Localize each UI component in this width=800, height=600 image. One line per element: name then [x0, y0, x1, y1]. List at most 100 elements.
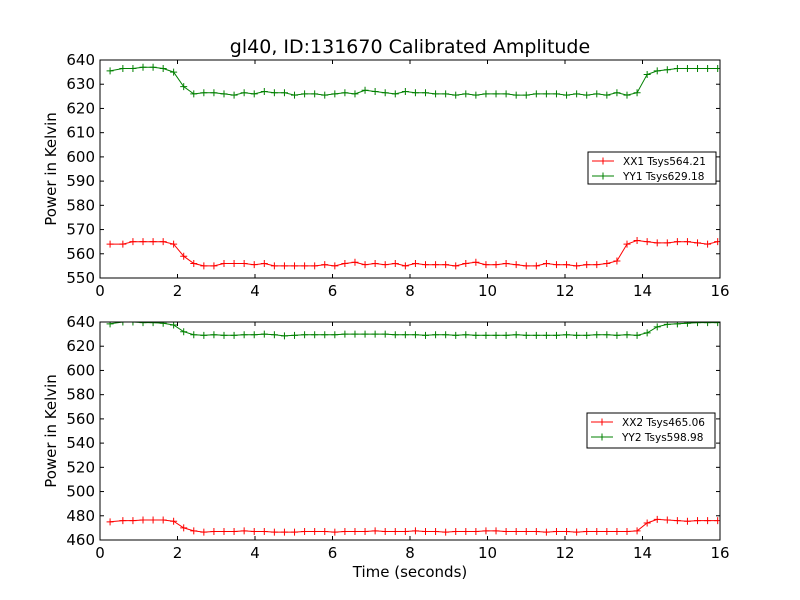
top-series-1-point — [391, 259, 399, 267]
bottom-series-1-point — [603, 528, 611, 536]
bottom-y-tick-label: 460 — [66, 531, 95, 549]
bottom-series-2-point — [613, 331, 621, 339]
bottom-series-2-point — [512, 331, 520, 339]
bottom-series-2-point — [230, 331, 238, 339]
bottom-series-1-point — [149, 516, 157, 524]
bottom-series-2-point — [106, 322, 114, 328]
top-series-2-point — [502, 90, 510, 98]
bottom-series-1-point — [210, 528, 218, 536]
bottom-series-1-point — [331, 528, 339, 536]
bottom-series-2-point — [260, 330, 268, 338]
top-series-1-point — [573, 262, 581, 270]
x-axis-label: Time (seconds) — [352, 563, 468, 581]
top-series-1-point — [442, 261, 450, 269]
top-series-2-point — [673, 64, 681, 72]
top-series-2-point — [210, 89, 218, 97]
bottom-series-1-point — [180, 524, 188, 532]
top-series-2-point — [190, 90, 198, 98]
bottom-y-tick-label: 480 — [66, 507, 95, 525]
bottom-series-1-point — [573, 528, 581, 536]
bottom-series-2-point — [149, 322, 157, 327]
top-series-1-point — [149, 238, 157, 246]
top-series-1-point — [704, 240, 712, 248]
bottom-y-tick-label: 640 — [66, 313, 95, 331]
bottom-series-2-point — [522, 331, 530, 339]
top-series-1-point — [643, 238, 651, 246]
bottom-series-2-point — [563, 331, 571, 339]
bottom-series-1-point — [139, 516, 147, 524]
top-series-1-point — [663, 239, 671, 247]
top-series-1-point — [613, 257, 621, 265]
top-series-1-point — [106, 240, 114, 248]
top-series-1-point — [270, 262, 278, 270]
bottom-series-2-point — [653, 323, 661, 331]
bottom-series-2-point — [432, 331, 440, 339]
top-series-1-point — [240, 259, 248, 267]
top-series-2-point — [341, 89, 349, 97]
top-series-1-point — [129, 238, 137, 246]
top-series-1-point — [694, 239, 702, 247]
top-series-2-point — [482, 90, 490, 98]
bottom-series-2-point — [280, 332, 288, 340]
top-series-1-point — [714, 238, 720, 246]
bottom-series-1-point — [371, 527, 379, 535]
bottom-series-2-point — [351, 330, 359, 338]
top-series-2-point — [442, 90, 450, 98]
top-series-1-point — [401, 262, 409, 270]
top-series-2-point — [119, 64, 127, 72]
bottom-series-2-point — [532, 331, 540, 339]
bottom-series-2-point — [381, 330, 389, 338]
top-series-2-point — [452, 91, 460, 99]
bottom-series-1-point — [159, 516, 167, 524]
bottom-series-2-point — [129, 322, 137, 326]
bottom-series-2-point — [593, 331, 601, 339]
top-x-tick-label: 10 — [478, 282, 497, 300]
top-series-2-point — [250, 90, 258, 98]
top-series-1-point — [361, 261, 369, 269]
top-series-2-point — [411, 89, 419, 97]
bottom-series-1-point — [502, 528, 510, 536]
bottom-series-1-point — [613, 528, 621, 536]
bottom-series-1-point — [532, 528, 540, 536]
bottom-series-2-point — [422, 331, 429, 339]
top-series-2-point — [391, 90, 399, 98]
bottom-series-2-point — [542, 331, 550, 339]
bottom-series-2-point — [502, 331, 510, 339]
top-series-2-point — [432, 90, 440, 98]
top-legend-marker-1 — [599, 157, 607, 165]
top-series-1-point — [331, 262, 339, 270]
top-axes-frame — [99, 59, 721, 279]
bottom-x-tick-label: 14 — [633, 544, 652, 562]
bottom-series-1-point — [452, 528, 460, 536]
top-series-2-point — [331, 90, 339, 98]
bottom-series-2-point — [200, 331, 208, 339]
bottom-legend-box — [586, 412, 716, 449]
top-y-tick-label: 620 — [66, 99, 95, 117]
top-series-1-point — [411, 259, 419, 267]
top-legend-label-2: YY1 Tsys629.18 — [622, 171, 704, 183]
bottom-series-1-point — [643, 519, 651, 527]
top-y-tick-label: 560 — [66, 245, 95, 263]
bottom-series-1-point — [129, 517, 137, 525]
bottom-y-tick-label: 520 — [66, 458, 95, 476]
top-series-1-point — [220, 259, 228, 267]
top-y-tick-label: 550 — [66, 269, 95, 287]
top-series-1-point — [482, 261, 490, 269]
top-series-1-point — [321, 261, 329, 269]
top-series-2-point — [633, 89, 641, 97]
top-series-2-point — [321, 91, 329, 99]
top-series-1-point — [180, 252, 188, 260]
bottom-series-1-point — [311, 528, 319, 536]
top-series-2-point — [270, 89, 278, 97]
bottom-series-2-point — [452, 331, 460, 339]
bottom-series-2-point — [391, 331, 399, 339]
top-x-tick-label: 16 — [710, 282, 729, 300]
top-series-1-point — [170, 240, 178, 248]
bottom-series-2-point — [683, 322, 691, 327]
top-y-tick-label: 610 — [66, 124, 95, 142]
bottom-series-1-point — [341, 528, 349, 536]
top-series-2-point — [230, 91, 238, 99]
top-series-2-point — [512, 91, 520, 99]
bottom-series-2-point — [694, 322, 702, 327]
top-series-1-point — [280, 262, 288, 270]
